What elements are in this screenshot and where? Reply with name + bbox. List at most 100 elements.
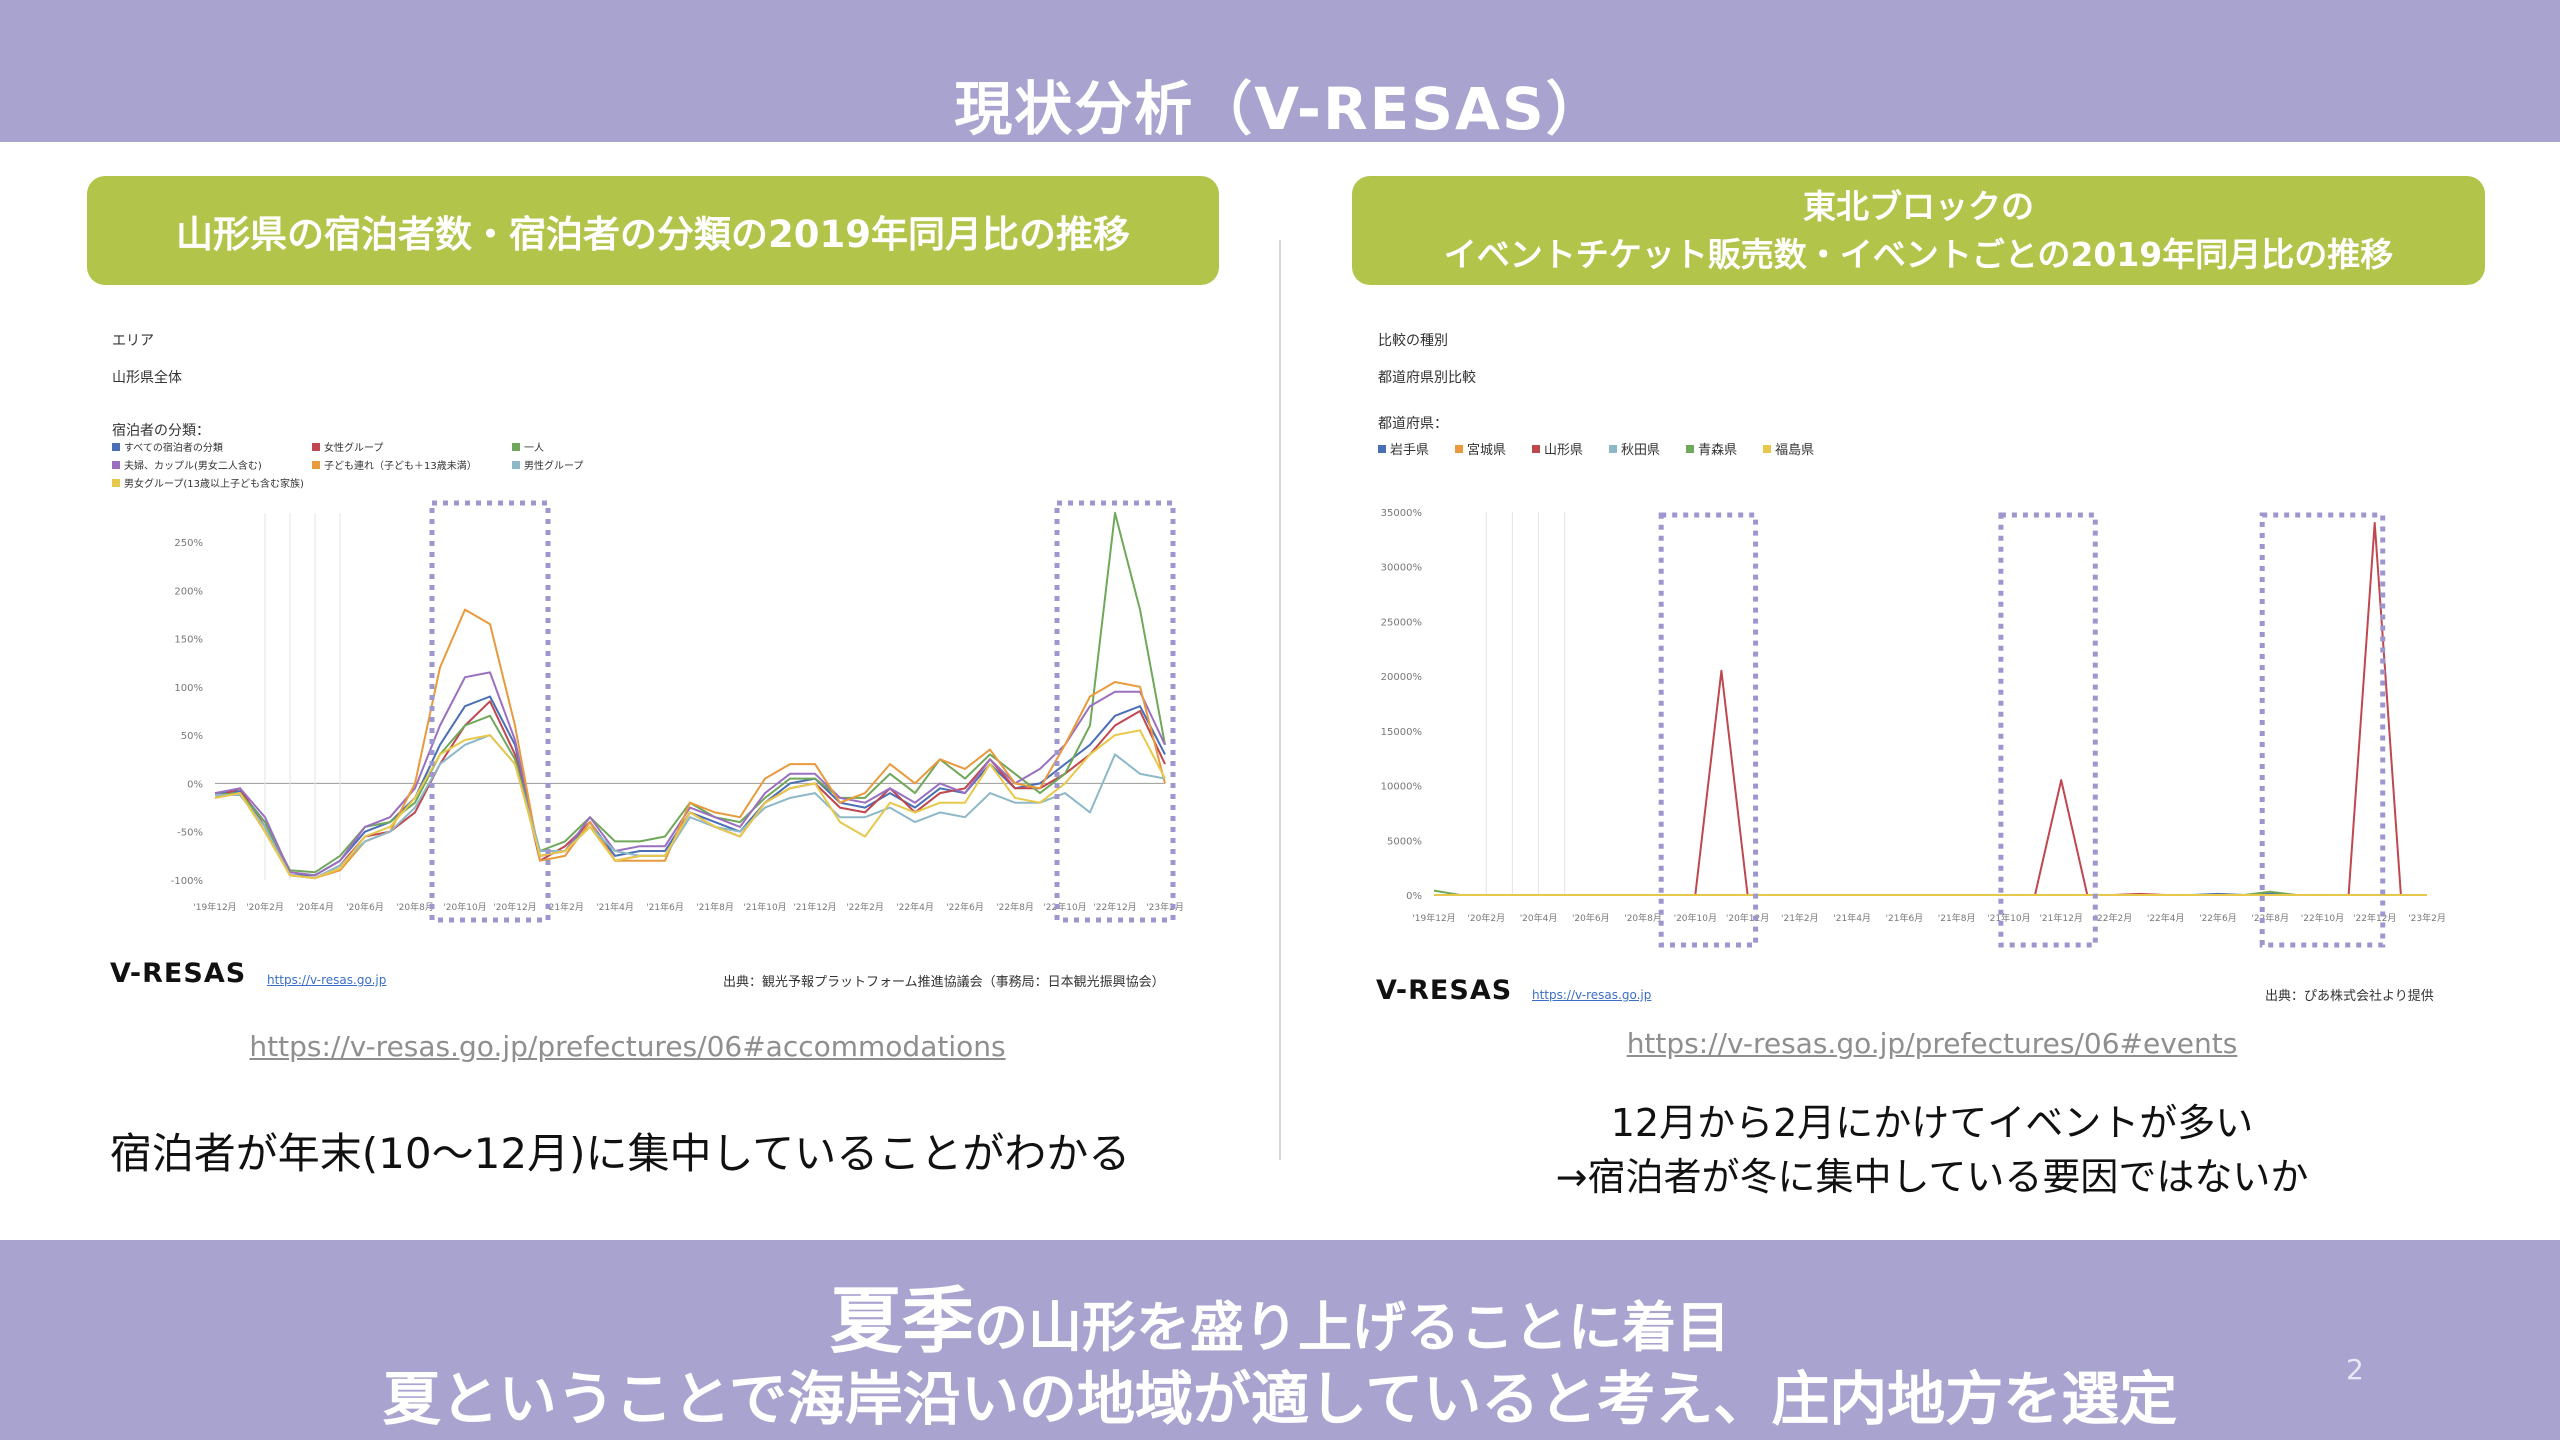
x-tick-label: '23年2月 <box>1146 901 1184 913</box>
legend-swatch <box>112 460 120 469</box>
left-legend-item[interactable]: 男女グループ(13歳以上子ども含む家族) <box>112 475 312 490</box>
legend-swatch <box>1378 444 1386 453</box>
y-tick-label: 100% <box>174 683 203 694</box>
x-tick-label: '22年12月 <box>2353 912 2396 924</box>
legend-label: 男女グループ(13歳以上子ども含む家族) <box>124 479 304 490</box>
y-tick-label: -100% <box>171 876 203 887</box>
x-tick-label: '21年4月 <box>596 901 634 913</box>
x-tick-label: '21年4月 <box>1833 912 1871 924</box>
page-number: 2 <box>2346 1353 2364 1386</box>
bottom-line1: 夏季の山形を盛り上げることに着目 <box>0 1262 2560 1367</box>
right-chart-panel: 比較の種別 都道府県別比較 都道府県： 岩手県 宮城県 山形県 秋田県 青森県 福島県 0… <box>1362 315 2462 1006</box>
x-tick-label: '22年12月 <box>1093 901 1136 913</box>
right-vresas-logo: V-RESAS <box>1376 975 1513 1006</box>
left-legend-item[interactable]: 一人 <box>512 439 712 454</box>
left-header: 山形県の宿泊者数・宿泊者の分類の2019年同月比の推移 <box>87 176 1219 285</box>
legend-label: 福島県 <box>1775 443 1815 458</box>
left-chart-svg: -100% -50% 0% 50% 100% 150% 200% 250% '19年12月 '20… <box>171 500 1184 923</box>
x-tick-label: '22年4月 <box>2147 912 2185 924</box>
y-tick-label: 200% <box>174 586 203 597</box>
legend-swatch <box>1455 444 1464 453</box>
x-tick-label: '20年8月 <box>1624 912 1662 924</box>
x-tick-label: '20年12月 <box>493 901 536 913</box>
left-legend-item[interactable]: 夫婦、カップル(男女二人含む) <box>112 457 312 472</box>
x-tick-label: '22年4月 <box>896 901 934 913</box>
x-tick-label: '20年12月 <box>1726 912 1769 924</box>
left-note: 宿泊者が年末(10～12月)に集中していることがわかる <box>109 1129 1131 1178</box>
right-legend-item[interactable]: 福島県 <box>1763 439 1814 458</box>
legend-swatch <box>1763 444 1772 453</box>
right-legend-item[interactable]: 青森県 <box>1686 439 1737 458</box>
x-tick-label: '22年8月 <box>2251 912 2289 924</box>
right-legend-item[interactable]: 岩手県 <box>1378 439 1429 458</box>
bottom-band <box>0 1240 2560 1440</box>
legend-label: 女性グループ <box>324 443 384 454</box>
right-source: 出典：ぴあ株式会社より提供 <box>2265 989 2434 1004</box>
series-line <box>1434 521 2427 896</box>
right-header-line2: イベントチケット販売数・イベントごとの2019年同月比の推移 <box>1443 234 2394 274</box>
y-tick-label: 20000% <box>1381 672 1422 683</box>
x-tick-label: '21年6月 <box>1886 912 1924 924</box>
left-legend-item[interactable]: すべての宿泊者の分類 <box>112 439 312 454</box>
x-tick-label: '22年2月 <box>2095 912 2133 924</box>
x-tick-label: '21年2月 <box>1781 912 1819 924</box>
column-divider <box>1279 240 1281 1160</box>
left-legend-item[interactable]: 子ども連れ（子ども＋13歳未満） <box>312 457 512 472</box>
right-header: 東北ブロックの イベントチケット販売数・イベントごとの2019年同月比の推移 <box>1352 176 2485 285</box>
highlight-box <box>1658 512 1759 948</box>
y-tick-label: 10000% <box>1381 782 1422 793</box>
right-legend-item[interactable]: 山形県 <box>1532 439 1583 458</box>
x-tick-label: '20年10月 <box>443 901 486 913</box>
legend-label: 青森県 <box>1698 443 1738 458</box>
x-tick-label: '20年6月 <box>346 901 384 913</box>
y-tick-label: 0% <box>1406 891 1422 902</box>
legend-label: 宮城県 <box>1467 443 1507 458</box>
area-label: エリア <box>112 333 154 349</box>
bottom-highlight: 夏季 <box>829 1279 974 1363</box>
right-legend-item[interactable]: 秋田県 <box>1609 439 1660 458</box>
right-vresas-link[interactable]: https://v-resas.go.jp <box>1532 988 1652 1002</box>
legend-label: 男性グループ <box>524 461 584 472</box>
y-tick-label: 0% <box>187 779 203 790</box>
x-tick-label: '20年4月 <box>296 901 334 913</box>
right-chart-svg: 0% 5000% 10000% 15000% 20000% 25000% 30000% 350… <box>1381 508 2446 948</box>
left-vresas-link[interactable]: https://v-resas.go.jp <box>267 973 387 987</box>
x-tick-label: '21年8月 <box>696 901 734 913</box>
y-tick-label: 5000% <box>1387 836 1422 847</box>
bottom-line2: 夏ということで海岸沿いの地域が適していると考え、庄内地方を選定 <box>382 1365 2178 1433</box>
x-tick-label: '22年8月 <box>996 901 1034 913</box>
y-tick-label: 35000% <box>1381 508 1422 519</box>
left-vresas-logo: V-RESAS <box>110 958 247 989</box>
left-header-text: 山形県の宿泊者数・宿泊者の分類の2019年同月比の推移 <box>176 212 1130 256</box>
legend-swatch <box>1532 444 1541 453</box>
area-value: 山形県全体 <box>112 370 182 386</box>
highlight-box <box>2259 512 2386 948</box>
right-note-line1: 12月から2月にかけてイベントが多い <box>1610 1101 2254 1145</box>
y-tick-label: 250% <box>174 538 203 549</box>
right-legend-item[interactable]: 宮城県 <box>1455 439 1506 458</box>
x-tick-label: '20年2月 <box>246 901 284 913</box>
left-url[interactable]: https://v-resas.go.jp/prefectures/06#acc… <box>249 1030 1006 1063</box>
legend-swatch <box>512 460 520 469</box>
highlight-box <box>1054 500 1176 923</box>
series-line <box>214 671 1166 877</box>
legend-label: 子ども連れ（子ども＋13歳未満） <box>324 461 477 472</box>
x-tick-label: '20年10月 <box>1674 912 1717 924</box>
right-legend-title: 都道府県： <box>1378 416 1448 432</box>
legend-swatch <box>312 442 320 451</box>
legend-title: 宿泊者の分類： <box>112 423 210 439</box>
series-line <box>215 734 1166 880</box>
legend-label: 山形県 <box>1544 443 1584 458</box>
title-band <box>0 0 2560 142</box>
y-tick-label: 30000% <box>1381 563 1422 574</box>
x-tick-label: '22年10月 <box>2301 912 2344 924</box>
legend-label: 一人 <box>524 443 544 454</box>
x-tick-label: '22年6月 <box>946 901 984 913</box>
x-tick-label: '20年2月 <box>1467 912 1505 924</box>
right-url[interactable]: https://v-resas.go.jp/prefectures/06#eve… <box>1626 1027 2238 1060</box>
left-legend-item[interactable]: 男性グループ <box>512 457 712 472</box>
legend-swatch <box>312 460 320 469</box>
left-chart-panel: エリア 山形県全体 宿泊者の分類： すべての宿泊者の分類 女性グループ 一人夫婦、カ… <box>100 315 1205 1005</box>
legend-label: 夫婦、カップル(男女二人含む) <box>124 461 262 472</box>
left-legend-item[interactable]: 女性グループ <box>312 439 512 454</box>
